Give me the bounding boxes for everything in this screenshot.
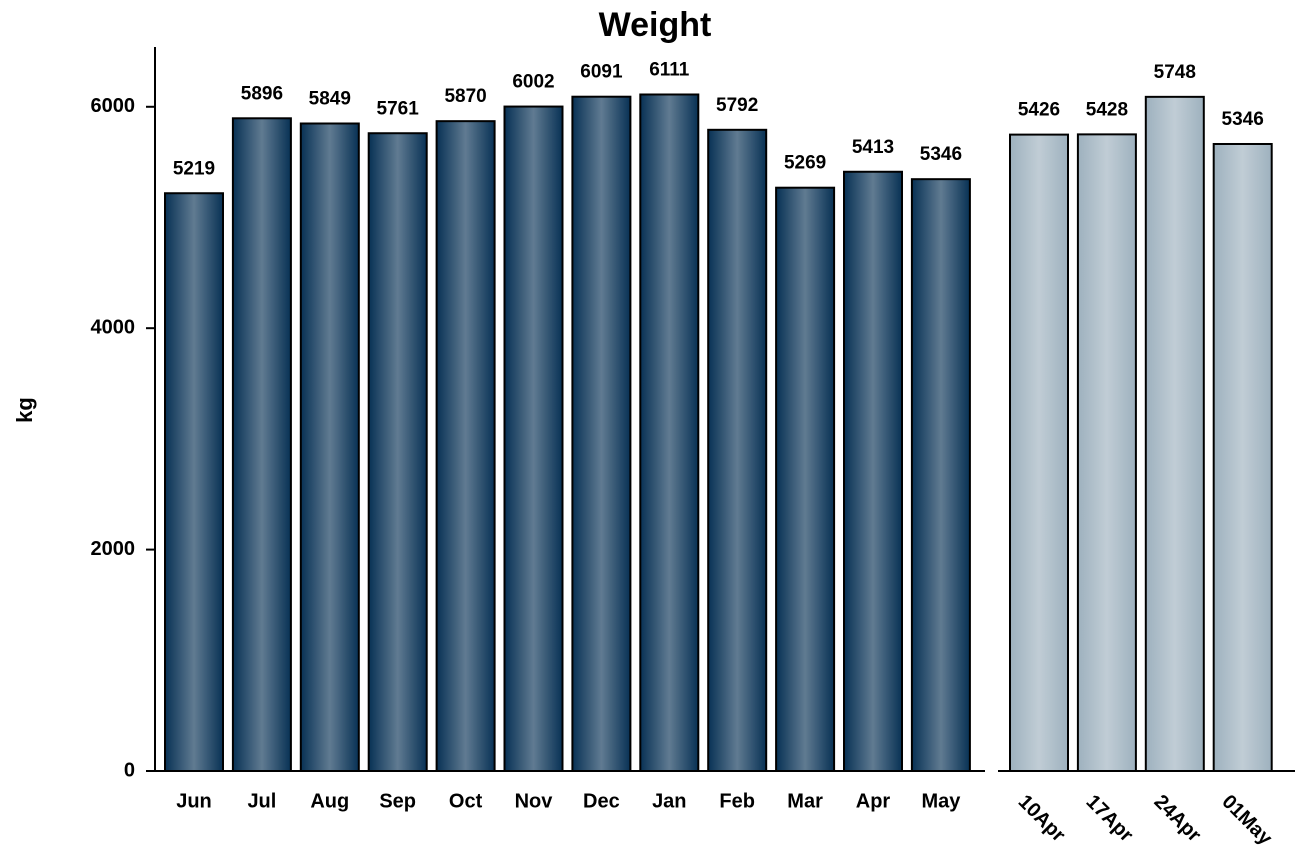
- x-tick-label: Nov: [515, 790, 554, 812]
- bar-highlight: [166, 194, 222, 771]
- x-tick-label: Aug: [310, 790, 349, 812]
- x-tick-label: Mar: [787, 790, 823, 812]
- x-tick-label: May: [921, 790, 961, 812]
- bar-highlight: [641, 95, 698, 770]
- value-label: 6111: [649, 60, 690, 81]
- value-label: 6091: [580, 62, 623, 83]
- x-tick-label: Jul: [247, 790, 276, 812]
- x-tick-label: Jun: [176, 790, 212, 812]
- bar-highlight: [233, 119, 290, 770]
- chart-title: Weight: [599, 6, 712, 44]
- x-tick-label: Apr: [856, 790, 891, 812]
- bar-highlight: [1146, 97, 1203, 770]
- value-label: 5346: [920, 144, 962, 165]
- y-tick-label: 0: [124, 759, 135, 781]
- value-label: 5761: [377, 98, 420, 119]
- y-tick-label: 2000: [91, 538, 136, 560]
- value-label: 5428: [1086, 99, 1128, 120]
- bar-highlight: [573, 97, 630, 770]
- x-tick-label: 10Apr: [1014, 791, 1070, 847]
- y-tick-label: 6000: [91, 95, 136, 117]
- bar-highlight: [369, 134, 426, 770]
- x-tick-label: 01May: [1217, 791, 1276, 850]
- value-label: 5870: [444, 86, 486, 107]
- x-tick-label: 17Apr: [1082, 791, 1138, 847]
- bar-highlight: [1214, 144, 1271, 771]
- value-label: 5896: [241, 83, 283, 104]
- x-tick-label: Sep: [379, 790, 416, 812]
- x-tick-label: Jan: [652, 790, 686, 812]
- value-label: 5849: [309, 89, 351, 110]
- x-tick-label: Oct: [449, 790, 483, 812]
- value-label: 5748: [1154, 62, 1196, 83]
- bar-highlight: [437, 122, 494, 770]
- bar-highlight: [845, 172, 901, 770]
- value-label: 6002: [512, 72, 554, 93]
- value-label: 5219: [173, 158, 215, 179]
- value-label: 5792: [716, 95, 758, 116]
- bar-highlight: [1078, 135, 1135, 770]
- bar-highlight: [1011, 135, 1067, 770]
- value-label: 5426: [1018, 100, 1060, 121]
- bar-highlight: [505, 107, 562, 770]
- y-tick-label: 4000: [91, 316, 136, 338]
- bar-highlight: [301, 124, 358, 770]
- value-label: 5346: [1222, 109, 1264, 130]
- bar-highlight: [709, 130, 766, 770]
- value-label: 5269: [784, 153, 826, 174]
- x-tick-label: 24Apr: [1150, 791, 1206, 847]
- bar-highlight: [777, 188, 834, 770]
- y-axis-label: kg: [12, 397, 37, 423]
- value-label: 5413: [852, 137, 894, 158]
- x-tick-label: Feb: [719, 790, 755, 812]
- bar-highlight: [912, 180, 969, 770]
- x-tick-label: Dec: [583, 790, 620, 812]
